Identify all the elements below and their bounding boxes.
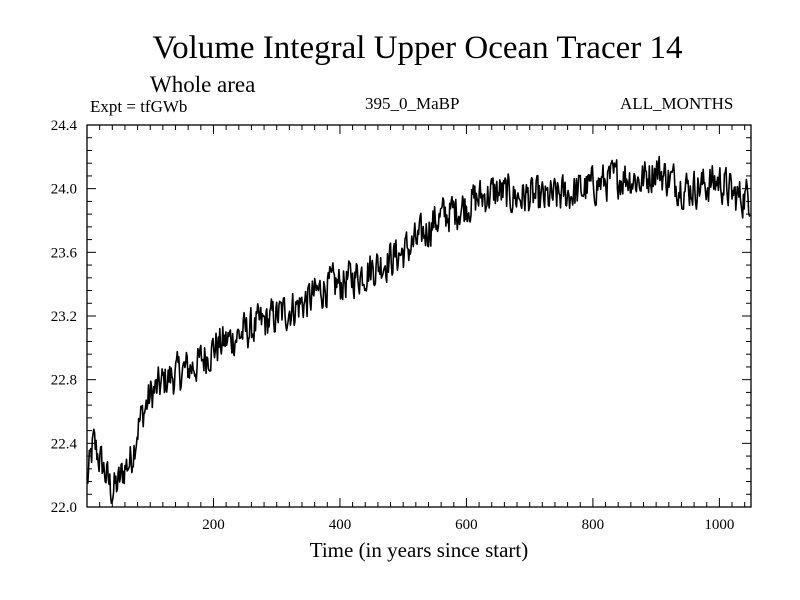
series-line-tfGWb	[86, 155, 751, 505]
x-axis-label: Time (in years since start)	[310, 538, 529, 562]
y-tick-label: 24.0	[51, 182, 77, 198]
months-label: ALL_MONTHS	[620, 94, 734, 113]
y-tick-label: 23.2	[51, 309, 77, 325]
x-tick-label: 1000	[704, 517, 734, 533]
period-label: 395_0_MaBP	[365, 94, 460, 113]
x-tick-label: 800	[582, 517, 605, 533]
chart-subtitle: Whole area	[150, 72, 256, 97]
y-tick-label: 22.0	[51, 500, 77, 516]
x-tick-label: 200	[202, 517, 225, 533]
series-layer	[86, 155, 751, 505]
x-tick-label: 400	[329, 517, 352, 533]
x-tick-label: 600	[455, 517, 478, 533]
axis-tick-labels: 200 400 600 800 1000 22.0 22.4 22.8 23.2 23.6 24.0…	[51, 118, 735, 533]
y-tick-label: 24.4	[51, 118, 78, 134]
y-tick-label: 23.6	[51, 245, 78, 261]
chart-title: Volume Integral Upper Ocean Tracer 14	[152, 30, 683, 66]
y-tick-label: 22.8	[51, 373, 77, 389]
y-tick-label: 22.4	[51, 436, 78, 452]
experiment-label: Expt = tfGWb	[90, 97, 188, 116]
plot-frame	[86, 124, 752, 508]
